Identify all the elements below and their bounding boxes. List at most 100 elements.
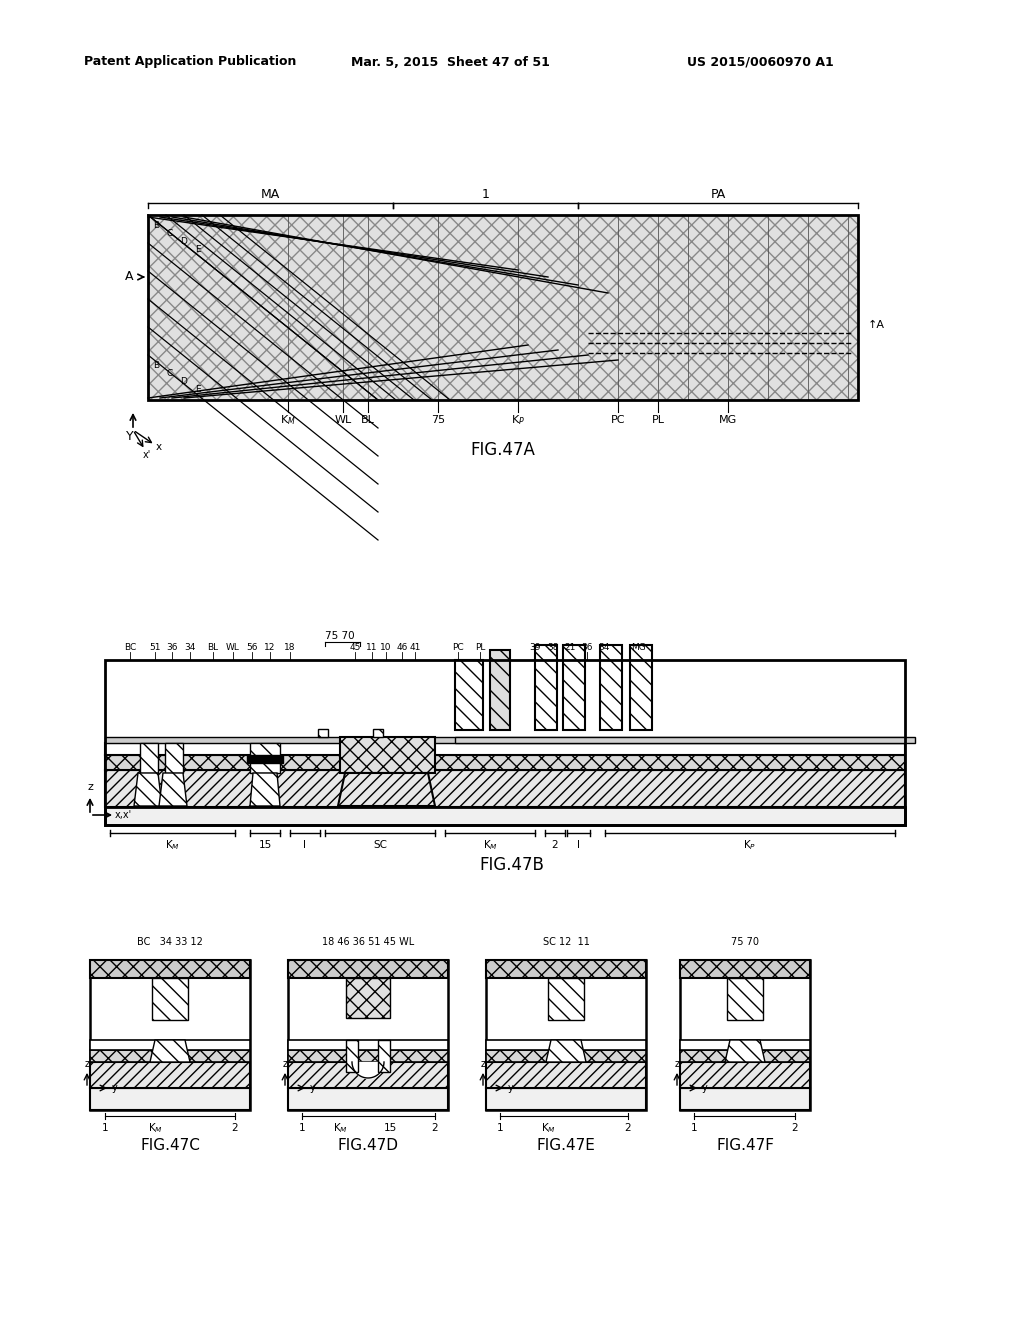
Text: K$_P$: K$_P$ [743,838,757,851]
Bar [152,978,188,1020]
Text: FIG.47A: FIG.47A [471,441,536,459]
Text: BL: BL [208,644,218,652]
Text: K$_M$: K$_M$ [333,1121,347,1135]
Text: WL: WL [226,644,240,652]
Text: 34: 34 [598,644,609,652]
Bar [105,755,905,770]
Bar [105,660,905,825]
Bar [105,743,905,755]
Text: y: y [508,1082,514,1093]
Text: Y: Y [126,430,134,444]
Bar [680,960,810,1110]
Bar [548,978,584,1020]
Text: 2: 2 [432,1123,438,1133]
Text: 39: 39 [529,644,541,652]
Text: y: y [310,1082,315,1093]
Text: z: z [480,1059,485,1069]
Text: 15: 15 [258,840,271,850]
Text: z: z [85,1059,89,1069]
Bar [90,1040,250,1049]
Text: K$_M$: K$_M$ [147,1121,163,1135]
Text: 2: 2 [552,840,558,850]
Bar [90,1063,250,1088]
Text: 34: 34 [184,644,196,652]
Text: Mar. 5, 2015  Sheet 47 of 51: Mar. 5, 2015 Sheet 47 of 51 [350,55,550,69]
Text: BC: BC [124,644,136,652]
Bar [486,1088,646,1110]
Text: 12: 12 [264,644,275,652]
Text: K$_M$: K$_M$ [541,1121,555,1135]
Text: FIG.47E: FIG.47E [537,1138,595,1154]
Bar [90,1049,250,1063]
Text: 1: 1 [299,1123,305,1133]
Text: B: B [153,220,159,230]
Text: K$_M$: K$_M$ [280,413,296,426]
Text: 45: 45 [349,644,360,652]
Text: 1: 1 [690,1123,697,1133]
Text: SC 12  11: SC 12 11 [543,937,590,946]
Text: FIG.47D: FIG.47D [338,1138,398,1154]
Bar [288,960,449,978]
Text: D: D [180,236,187,246]
Text: x: x [156,442,162,451]
Bar [727,978,763,1020]
Bar [288,960,449,1110]
Bar [455,737,915,743]
Text: BC   34 33 12: BC 34 33 12 [137,937,203,946]
Text: Patent Application Publication: Patent Application Publication [84,55,296,69]
Text: 51: 51 [150,644,161,652]
Text: PL: PL [651,414,665,425]
Bar [680,1088,810,1110]
Bar [288,1049,449,1063]
Bar [247,755,283,763]
Text: K$_P$: K$_P$ [511,413,525,426]
Text: 11: 11 [367,644,378,652]
Text: 56: 56 [246,644,258,652]
Text: D: D [180,376,187,385]
Text: PA: PA [711,189,726,202]
Bar [563,645,585,730]
Text: MA: MA [261,189,281,202]
Text: 15: 15 [383,1123,396,1133]
Text: K$_M$: K$_M$ [482,838,498,851]
Polygon shape [546,1040,586,1063]
Polygon shape [250,774,280,807]
Text: y: y [702,1082,708,1093]
Text: MG: MG [719,414,737,425]
Bar [288,1040,449,1049]
Text: E: E [196,384,201,393]
Text: 46: 46 [396,644,408,652]
Text: 18 46 36 51 45 WL: 18 46 36 51 45 WL [322,937,414,946]
Polygon shape [159,774,187,807]
Bar [105,737,905,743]
Text: E: E [196,244,201,253]
Bar [90,960,250,978]
Bar [630,645,652,730]
Text: x': x' [143,450,152,459]
Text: K$_M$: K$_M$ [165,838,180,851]
Text: 2: 2 [792,1123,799,1133]
Bar [288,1063,449,1088]
Text: ↑A: ↑A [868,319,885,330]
Polygon shape [725,1040,765,1063]
Text: SC: SC [373,840,387,850]
Bar [680,1063,810,1088]
Text: B: B [153,360,159,370]
Text: 2: 2 [625,1123,632,1133]
Text: A: A [125,271,133,284]
Bar [340,737,435,774]
Bar [105,770,905,807]
Text: z: z [675,1059,680,1069]
Bar [486,1049,646,1063]
Bar [90,1088,250,1110]
Bar [318,729,328,737]
Text: BL: BL [361,414,375,425]
Text: I: I [303,840,306,850]
Text: FIG.47C: FIG.47C [140,1138,200,1154]
Bar [140,743,158,774]
Text: C: C [167,368,173,378]
Text: 36: 36 [166,644,178,652]
Text: FIG.47F: FIG.47F [716,1138,774,1154]
Text: y: y [112,1082,118,1093]
Bar [680,1040,810,1049]
